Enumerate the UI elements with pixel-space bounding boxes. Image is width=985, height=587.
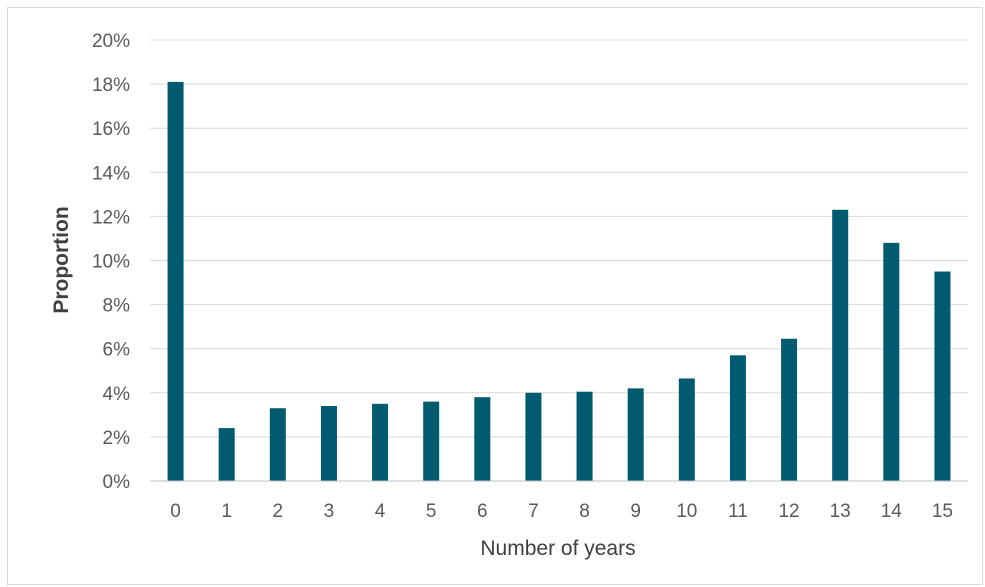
- bar-0: [167, 81, 184, 482]
- bar-15: [934, 271, 951, 481]
- x-tick-label: 12: [778, 501, 799, 522]
- bar-3: [320, 406, 337, 481]
- x-tick-label: 15: [932, 501, 953, 522]
- x-tick-label: 14: [881, 501, 903, 522]
- bar-12: [781, 338, 798, 481]
- gridlines: [150, 39, 968, 438]
- x-axis-ticks: 0 1 2 3 4 5 6 7 8 9 10 11 12 13 14 15: [170, 501, 953, 522]
- bar-8: [576, 391, 593, 481]
- x-tick-label: 11: [728, 501, 748, 522]
- x-tick-label: 7: [528, 501, 539, 522]
- x-tick-label: 2: [273, 501, 284, 522]
- bar-13: [832, 209, 849, 481]
- bar-11: [729, 355, 746, 481]
- bar-9: [627, 388, 644, 481]
- x-axis-title: Number of years: [480, 537, 635, 560]
- bar-4: [372, 403, 389, 481]
- y-tick-label: 6%: [103, 340, 131, 361]
- y-tick-label: 2%: [103, 428, 131, 449]
- y-tick-label: 16%: [92, 119, 130, 140]
- y-tick-label: 14%: [92, 163, 130, 184]
- y-tick-label: 12%: [92, 207, 130, 228]
- x-tick-label: 9: [630, 501, 641, 522]
- y-tick-label: 10%: [92, 252, 130, 273]
- y-tick-label: 8%: [103, 296, 131, 317]
- x-tick-label: 8: [579, 501, 590, 522]
- x-tick-label: 13: [830, 501, 851, 522]
- bar-1: [218, 428, 235, 481]
- bar-5: [423, 401, 440, 481]
- x-tick-label: 3: [324, 501, 335, 522]
- bar-2: [269, 408, 286, 481]
- x-tick-label: 0: [170, 501, 181, 522]
- x-tick-label: 5: [426, 501, 437, 522]
- bars: [167, 81, 951, 482]
- bar-14: [883, 242, 900, 481]
- y-axis-ticks: 0% 2% 4% 6% 8% 10% 12% 14% 16% 18% 20%: [92, 31, 130, 493]
- y-axis-title: Proportion: [50, 206, 73, 313]
- y-tick-label: 0%: [103, 472, 131, 493]
- x-tick-label: 4: [375, 501, 386, 522]
- bar-6: [474, 397, 491, 481]
- y-tick-label: 18%: [92, 75, 130, 96]
- x-tick-label: 1: [221, 501, 232, 522]
- bar-10: [678, 378, 695, 481]
- x-tick-label: 6: [477, 501, 488, 522]
- y-tick-label: 20%: [92, 31, 130, 52]
- y-tick-label: 4%: [103, 384, 131, 405]
- bar-7: [525, 392, 542, 481]
- x-tick-label: 10: [676, 501, 697, 522]
